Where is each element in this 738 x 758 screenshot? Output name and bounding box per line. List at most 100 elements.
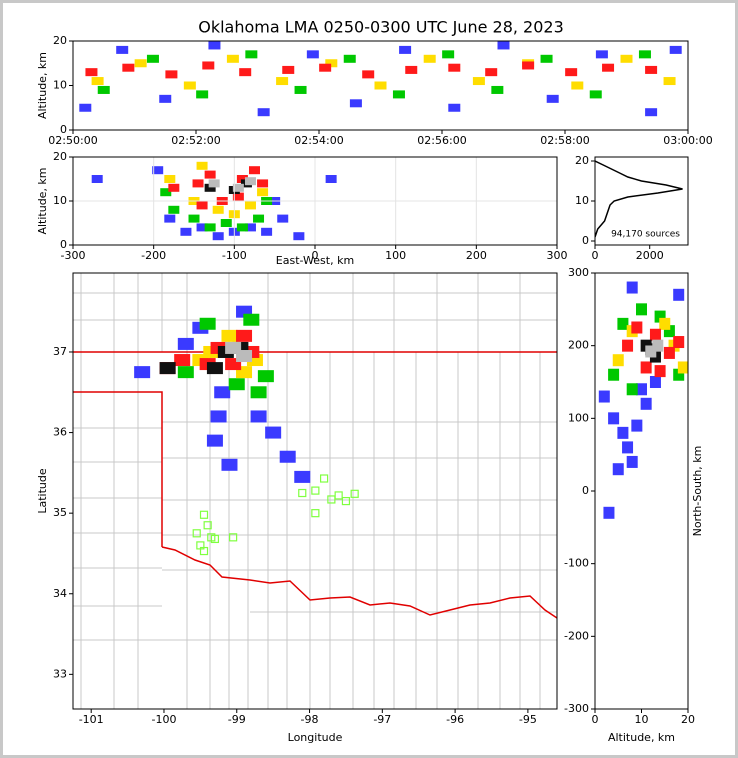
y-tick-label: 33 bbox=[53, 667, 67, 680]
source-cell bbox=[546, 94, 559, 103]
source-cell bbox=[177, 337, 194, 350]
x-tick-label: 10 bbox=[635, 713, 649, 726]
source-cell bbox=[236, 329, 253, 342]
source-cell bbox=[206, 434, 223, 447]
station bbox=[334, 491, 343, 500]
source-cell bbox=[134, 366, 151, 379]
x-tick-label: 100 bbox=[385, 249, 406, 262]
y-tick-label: 20 bbox=[53, 150, 67, 163]
y-axis-label: North-South, km bbox=[691, 446, 704, 537]
source-cell bbox=[497, 41, 510, 50]
source-cell bbox=[188, 214, 200, 223]
station bbox=[319, 474, 329, 483]
source-cell bbox=[631, 419, 643, 432]
source-cell bbox=[617, 317, 629, 330]
source-cell bbox=[294, 85, 307, 94]
source-cell bbox=[85, 68, 98, 77]
source-cell bbox=[612, 463, 624, 476]
axes-frame bbox=[72, 156, 558, 246]
source-cell bbox=[442, 50, 455, 59]
source-cell bbox=[196, 90, 209, 99]
source-cell bbox=[589, 90, 602, 99]
source-cell bbox=[673, 336, 685, 349]
source-cell bbox=[649, 376, 661, 388]
source-cell bbox=[654, 310, 666, 323]
station bbox=[199, 546, 209, 556]
station bbox=[350, 489, 359, 498]
source-cell bbox=[174, 354, 191, 367]
source-cell bbox=[343, 54, 356, 63]
source-cell bbox=[177, 366, 194, 379]
state-borders bbox=[73, 351, 557, 619]
source-cell bbox=[183, 81, 196, 90]
source-cell bbox=[146, 54, 159, 63]
x-axis-label: East-West, km bbox=[276, 254, 354, 267]
source-cell bbox=[97, 85, 110, 94]
x-tick-label: 02:58:00 bbox=[540, 134, 589, 147]
x-tick-label: 2000 bbox=[636, 249, 664, 262]
source-cell bbox=[540, 54, 553, 63]
station bbox=[341, 496, 351, 506]
source-cell bbox=[168, 183, 180, 192]
source-cell bbox=[243, 313, 260, 326]
x-axis-label: Altitude, km bbox=[608, 731, 675, 744]
source-cell bbox=[649, 328, 661, 341]
source-cell bbox=[294, 470, 311, 483]
source-cell bbox=[164, 175, 176, 183]
source-cell bbox=[626, 281, 638, 294]
source-cell bbox=[423, 54, 436, 63]
source-cell bbox=[673, 368, 685, 381]
x-tick-label: -96 bbox=[446, 713, 464, 726]
source-cell bbox=[228, 378, 245, 391]
source-cell bbox=[250, 386, 267, 399]
source-cell bbox=[645, 345, 657, 358]
plot-area bbox=[134, 305, 311, 483]
x-tick-label: 0 bbox=[592, 249, 599, 262]
source-cell bbox=[257, 370, 274, 383]
y-axis-label: Latitude bbox=[36, 468, 49, 514]
source-cell bbox=[134, 59, 147, 68]
annotation: 94,170 sources bbox=[611, 230, 680, 240]
source-cell bbox=[236, 175, 248, 183]
source-cell bbox=[622, 441, 634, 454]
source-cell bbox=[221, 329, 238, 342]
source-cell bbox=[168, 205, 180, 214]
source-cell bbox=[250, 410, 267, 423]
y-tick-label: 0 bbox=[582, 484, 589, 497]
source-cell bbox=[232, 183, 244, 192]
source-cell bbox=[448, 63, 461, 72]
station bbox=[203, 521, 212, 530]
source-cell bbox=[652, 339, 664, 352]
source-cell bbox=[91, 175, 103, 183]
source-cell bbox=[160, 188, 172, 197]
x-tick-label: 200 bbox=[466, 249, 487, 262]
y-tick-label: 200 bbox=[568, 339, 589, 352]
source-cell bbox=[204, 170, 216, 179]
source-cell bbox=[122, 63, 135, 72]
source-cell bbox=[236, 350, 253, 363]
plot-area bbox=[598, 281, 688, 519]
source-cell bbox=[472, 77, 485, 86]
station bbox=[311, 509, 320, 518]
source-cell bbox=[196, 201, 208, 210]
source-cell bbox=[608, 368, 620, 381]
source-cell bbox=[636, 303, 647, 316]
source-cell bbox=[598, 390, 610, 403]
x-tick-label: 02:50:00 bbox=[48, 134, 97, 147]
source-cell bbox=[196, 223, 208, 232]
source-cell bbox=[392, 90, 405, 99]
station bbox=[298, 488, 307, 498]
source-cell bbox=[91, 77, 104, 86]
x-tick-label: 02:54:00 bbox=[294, 134, 343, 147]
source-cell bbox=[232, 192, 244, 201]
source-cell bbox=[226, 54, 239, 63]
source-cell bbox=[626, 455, 638, 468]
x-tick-label: 02:56:00 bbox=[417, 134, 466, 147]
source-cell bbox=[257, 188, 269, 197]
y-tick-label: 0 bbox=[60, 123, 67, 136]
y-tick-label: -200 bbox=[564, 629, 589, 642]
source-cell bbox=[282, 65, 295, 74]
source-cell bbox=[622, 339, 634, 352]
source-cell bbox=[192, 179, 204, 188]
